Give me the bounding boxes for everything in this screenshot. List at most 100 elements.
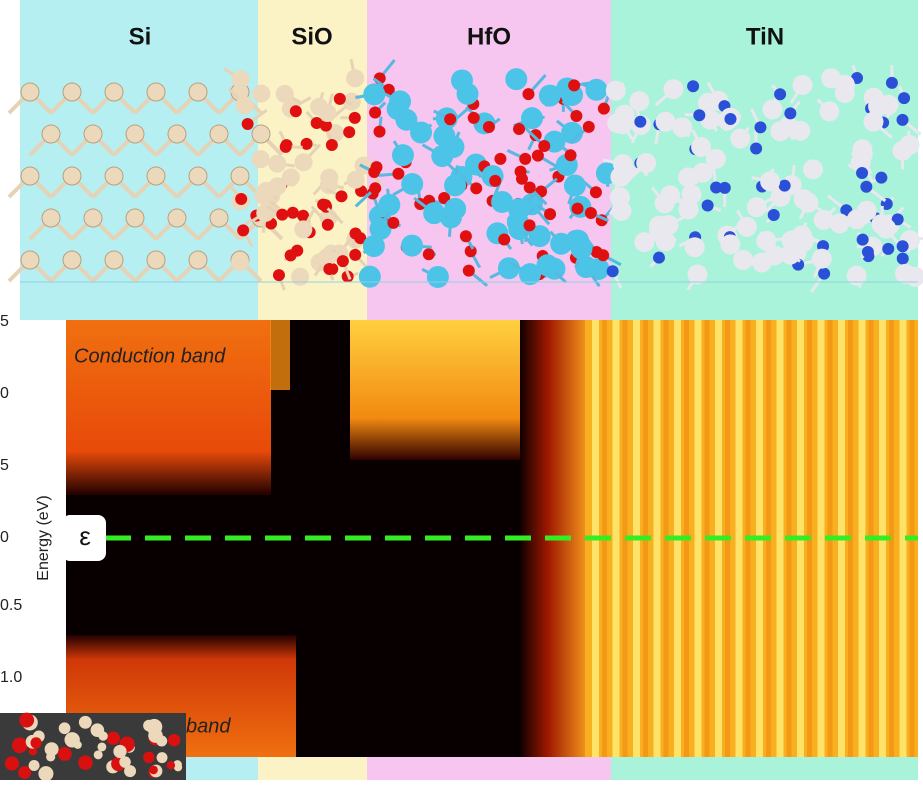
atom <box>63 251 81 269</box>
atom <box>812 249 832 269</box>
atom <box>242 118 254 130</box>
atom <box>389 90 411 112</box>
atom <box>317 199 329 211</box>
atom <box>519 153 531 165</box>
atom <box>294 220 312 238</box>
atom <box>167 761 175 769</box>
atom <box>564 175 586 197</box>
atom <box>349 249 361 261</box>
atom <box>427 266 449 288</box>
atom <box>583 121 595 133</box>
atom <box>84 209 102 227</box>
atom <box>612 114 632 134</box>
atom <box>431 145 453 167</box>
atom <box>105 251 123 269</box>
atom <box>252 150 270 168</box>
atom <box>444 198 466 220</box>
atom <box>494 153 506 165</box>
atom <box>498 233 510 245</box>
stripe <box>777 320 784 757</box>
atom <box>898 92 910 104</box>
atom <box>322 219 334 231</box>
atom <box>568 79 580 91</box>
atom <box>897 240 909 252</box>
hfo-bg-bottom <box>367 757 611 780</box>
atom <box>346 69 364 87</box>
atom <box>423 202 445 224</box>
atom <box>323 263 335 275</box>
atom <box>793 75 813 95</box>
atom <box>311 117 323 129</box>
atom <box>74 741 82 749</box>
atom <box>326 139 338 151</box>
atom <box>693 109 705 121</box>
atom <box>790 121 810 141</box>
atom <box>359 266 381 288</box>
atom <box>157 752 168 763</box>
atom <box>862 246 874 258</box>
atom <box>168 734 180 746</box>
atom <box>149 766 158 775</box>
atom <box>276 209 288 221</box>
atom <box>392 168 404 180</box>
atom <box>754 121 766 133</box>
atom <box>818 268 830 280</box>
atom <box>423 248 435 260</box>
atom <box>847 209 867 229</box>
atom <box>451 69 473 91</box>
atom <box>378 194 400 216</box>
atom <box>143 752 155 764</box>
atom <box>750 143 762 155</box>
atom <box>505 68 527 90</box>
atom <box>235 193 247 205</box>
atom <box>819 101 839 121</box>
atom <box>760 171 780 191</box>
atom <box>210 125 228 143</box>
atom <box>483 121 495 133</box>
atom <box>126 125 144 143</box>
atom <box>756 231 776 251</box>
atom <box>236 96 254 114</box>
atom <box>522 88 534 100</box>
atom <box>784 107 796 119</box>
atom <box>147 83 165 101</box>
atom <box>369 182 381 194</box>
atom <box>78 755 93 770</box>
atom <box>79 716 92 729</box>
atom <box>597 249 609 261</box>
region-label: Si <box>129 23 152 50</box>
atom <box>113 745 126 758</box>
atom <box>42 209 60 227</box>
atom <box>524 182 536 194</box>
atom <box>256 204 274 222</box>
atom <box>691 137 711 157</box>
atom <box>254 187 272 205</box>
atom <box>875 172 887 184</box>
tick-label: 5 <box>0 457 9 474</box>
atom <box>107 732 120 745</box>
atom <box>189 167 207 185</box>
atom <box>94 750 103 759</box>
atom <box>334 93 346 105</box>
atom <box>613 154 633 174</box>
atom <box>392 144 414 166</box>
atom <box>860 181 872 193</box>
atom <box>119 756 131 768</box>
sio-bg-bottom <box>258 757 367 780</box>
tin-bg-bottom <box>611 757 918 780</box>
figure: Si SiO HfO TiN ε Conduction band band 5 … <box>0 0 923 780</box>
atom <box>878 95 898 115</box>
atom <box>63 167 81 185</box>
atom <box>210 209 228 227</box>
atom <box>847 266 867 286</box>
atom <box>687 80 699 92</box>
atom <box>21 167 39 185</box>
atom <box>21 251 39 269</box>
region-label: HfO <box>467 23 511 50</box>
atom <box>702 200 714 212</box>
atom <box>21 83 39 101</box>
atom <box>752 252 772 272</box>
stripe <box>818 320 825 757</box>
atom <box>232 70 250 88</box>
atom <box>401 173 423 195</box>
